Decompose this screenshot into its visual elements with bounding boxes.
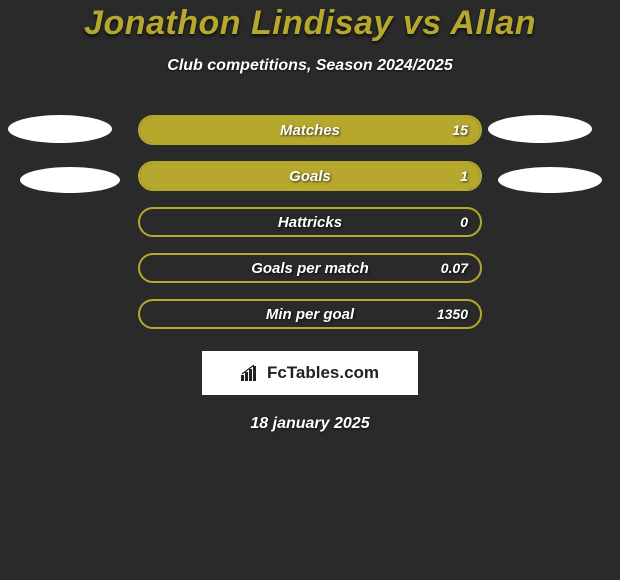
stat-row: Goals1 xyxy=(138,161,482,191)
stat-row: Hattricks0 xyxy=(138,207,482,237)
stats-area: Matches15 Goals1 Hattricks0 Goals per match… xyxy=(0,115,620,329)
stat-label: Goals per match xyxy=(140,255,480,281)
page-title: Jonathon Lindisay vs Allan xyxy=(0,4,620,43)
stat-label: Min per goal xyxy=(140,301,480,327)
stat-row: Min per goal1350 xyxy=(138,299,482,329)
stat-value: 0.07 xyxy=(441,255,468,281)
decorative-ellipse-3 xyxy=(498,167,602,193)
bar-chart-icon xyxy=(241,365,261,381)
stat-value: 1 xyxy=(460,163,468,189)
subtitle: Club competitions, Season 2024/2025 xyxy=(0,57,620,75)
stat-label: Hattricks xyxy=(140,209,480,235)
logo-box: FcTables.com xyxy=(202,351,418,395)
decorative-ellipse-0 xyxy=(8,115,112,143)
stat-value: 0 xyxy=(460,209,468,235)
decorative-ellipse-1 xyxy=(488,115,592,143)
stat-label: Goals xyxy=(140,163,480,189)
comparison-card: Jonathon Lindisay vs Allan Club competit… xyxy=(0,0,620,433)
stat-value: 1350 xyxy=(437,301,468,327)
decorative-ellipse-2 xyxy=(20,167,120,193)
stat-rows: Matches15 Goals1 Hattricks0 Goals per match… xyxy=(138,115,482,329)
logo-text: FcTables.com xyxy=(267,363,379,383)
stat-label: Matches xyxy=(140,117,480,143)
date-line: 18 january 2025 xyxy=(0,415,620,433)
stat-row: Goals per match0.07 xyxy=(138,253,482,283)
stat-value: 15 xyxy=(452,117,468,143)
stat-row: Matches15 xyxy=(138,115,482,145)
